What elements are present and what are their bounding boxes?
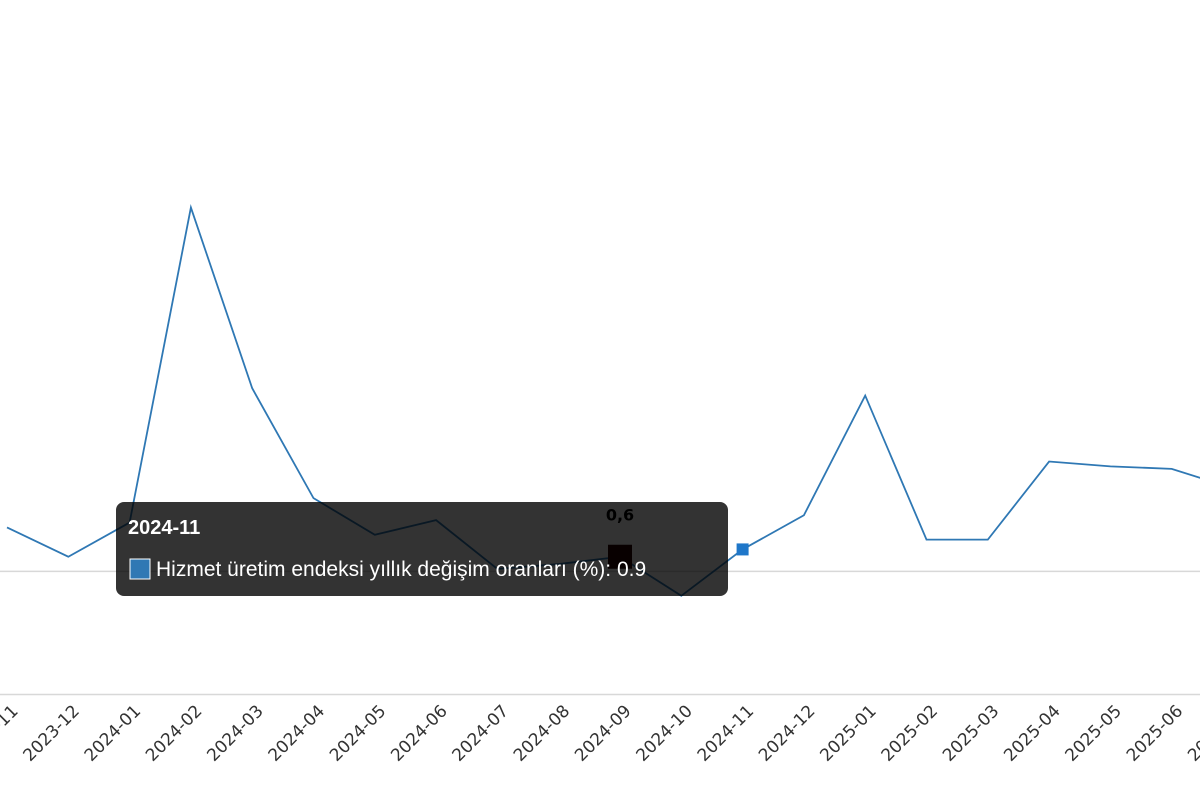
- tooltip-box: [116, 502, 728, 596]
- x-tick-label: 2024-06: [387, 701, 451, 765]
- tooltip-swatch: [129, 558, 151, 580]
- x-tick-label: 2023-12: [19, 701, 83, 765]
- x-tick-label: 2024-01: [81, 701, 145, 765]
- x-tick-label: 2024-02: [142, 701, 206, 765]
- x-tick-label: 2024-09: [571, 701, 635, 765]
- x-tick-label: 2025-04: [1000, 701, 1064, 765]
- x-tick-label: 2024-10: [632, 701, 696, 765]
- x-tick-label: 2025-02: [878, 701, 942, 765]
- x-tick-label: 2024-11: [694, 701, 758, 765]
- x-tick-label: 2025-01: [816, 701, 880, 765]
- tooltip-text: Hizmet üretim endeksi yıllık değişim ora…: [156, 558, 646, 581]
- x-tick-label: 2025-05: [1062, 701, 1126, 765]
- x-tick-label: 2024-05: [326, 701, 390, 765]
- x-tick-label: 2023-11: [0, 701, 23, 765]
- hover-point: [736, 543, 749, 556]
- x-tick-label: 2024-07: [449, 701, 513, 765]
- tooltip-title: 2024-11: [128, 517, 200, 539]
- x-tick-label: 2025-07: [1184, 701, 1200, 765]
- x-tick-label: 2024-03: [203, 701, 267, 765]
- tooltip: 2024-11 Hizmet üretim endeksi yıllık deği…: [116, 502, 728, 596]
- x-tick-label: 2024-12: [755, 701, 819, 765]
- x-tick-label: 2025-06: [1123, 701, 1187, 765]
- x-tick-label: 2024-08: [510, 701, 574, 765]
- x-tick-label: 2024-04: [265, 701, 329, 765]
- x-tick-label: 2025-03: [939, 701, 1003, 765]
